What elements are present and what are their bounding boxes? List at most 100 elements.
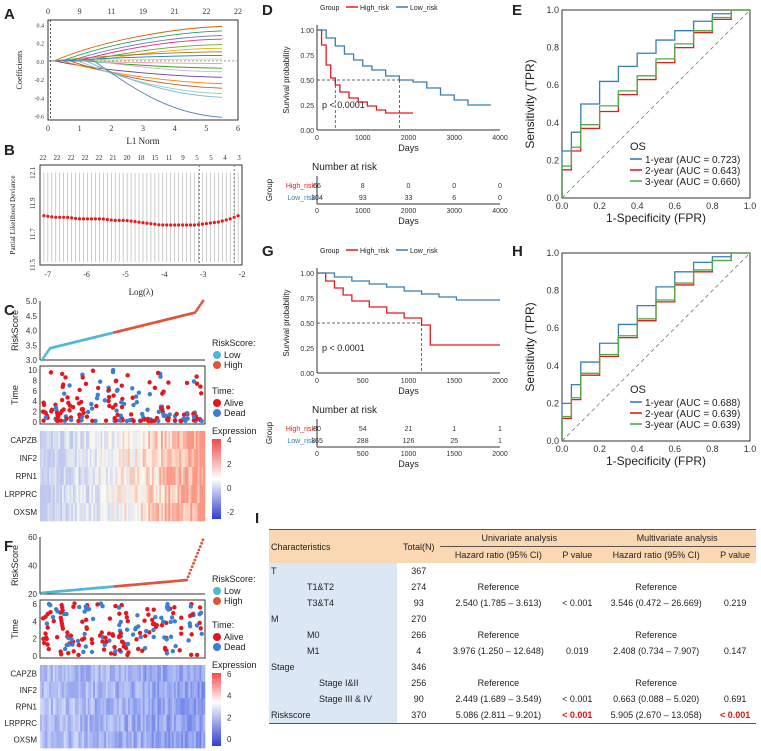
risk-count: 1 — [498, 426, 502, 433]
alive-point — [120, 396, 125, 402]
heatmap-cell — [73, 665, 76, 682]
heatmap-cell — [197, 467, 200, 486]
top-tick-label: 18 — [138, 154, 146, 162]
heatmap-cell — [109, 714, 112, 732]
table-row: M1 4 3.976 (1.250 – 12.648) 0.019 2.408 (0.7… — [269, 643, 756, 659]
cell-univariate-p — [556, 627, 598, 643]
heatmap-cell — [117, 665, 120, 682]
heatmap-cell — [87, 449, 90, 468]
heatmap-cell — [95, 431, 98, 450]
heatmap-cell — [100, 714, 103, 732]
heatmap-cell — [91, 698, 94, 716]
heatmap-cell — [69, 731, 72, 749]
cell-characteristic: M1 — [269, 643, 398, 659]
cell-multivariate-p: 0.147 — [723, 646, 747, 656]
riskscore-point — [186, 575, 190, 579]
heatmap-cell — [87, 485, 90, 504]
risk-x-label: Days — [398, 459, 419, 469]
dead-point — [136, 390, 142, 395]
alive-point — [104, 639, 109, 645]
dead-point — [62, 646, 68, 652]
heatmap-cell — [100, 681, 103, 699]
x-tick-label: 1.0 — [744, 201, 757, 211]
cell-characteristic: Stage III & IV — [269, 691, 398, 707]
alive-point — [77, 387, 82, 393]
heatmap-cell — [107, 698, 110, 716]
risk-count: 0 — [407, 183, 411, 190]
heatmap-cell — [133, 449, 136, 468]
heatmap-cell — [100, 431, 103, 450]
heatmap-cell — [201, 681, 204, 699]
heatmap-cell — [133, 503, 136, 522]
heatmap-cell — [80, 731, 83, 749]
alive-point — [150, 617, 155, 623]
legend-entry: 3-year (AUC = 0.639) — [645, 420, 740, 431]
heatmap-cell — [188, 714, 191, 732]
heatmap-cell — [162, 431, 165, 450]
legend-risk-title: RiskScore: — [212, 338, 256, 348]
risk-y-label: Group — [265, 178, 274, 201]
panel-letter-c: C — [4, 302, 15, 319]
dead-point — [118, 619, 124, 625]
heatmap-cell — [43, 449, 46, 468]
riskscore-point — [43, 354, 47, 358]
heatmap-cell — [56, 731, 59, 749]
heatmap-cell — [170, 714, 173, 732]
heatmap-cell — [168, 503, 171, 522]
dead-point — [117, 418, 122, 423]
heatmap-cell — [40, 503, 43, 522]
risk-x-label: Days — [398, 216, 419, 226]
cv-point — [161, 223, 165, 227]
cv-point — [192, 223, 197, 227]
heatmap-cell — [155, 731, 158, 749]
heatmap-cell — [129, 431, 132, 450]
heatmap-cell — [54, 714, 57, 732]
roc-plot-validation: 0.00.00.20.20.40.40.60.60.80.81.01.01-Sp… — [523, 248, 756, 468]
heatmap-cell — [135, 714, 138, 732]
dead-point — [165, 606, 170, 611]
heatmap-cell — [65, 449, 68, 468]
heatmap-cell — [74, 714, 77, 732]
heatmap-cell — [113, 681, 116, 699]
heatmap-cell — [126, 503, 129, 522]
heatmap-cell — [51, 698, 54, 716]
heatmap-cell — [109, 731, 112, 749]
heatmap-cell — [56, 714, 59, 732]
alive-point — [177, 648, 182, 653]
heatmap-cell — [175, 681, 178, 699]
heatmap-cell — [109, 431, 112, 450]
heatmap-cell — [153, 467, 156, 486]
heatmap-cell — [80, 467, 83, 486]
heatmap-cell — [51, 431, 54, 450]
heatmap-cell — [150, 431, 153, 450]
cell-multivariate-hr: Reference — [635, 630, 677, 640]
heatmap-cell — [54, 485, 57, 504]
x-tick-label: 0 — [46, 124, 50, 133]
heatmap-cell — [199, 698, 202, 716]
heatmap-cell — [115, 431, 118, 450]
header-multivariate: Multivariate analysis — [598, 529, 756, 547]
heatmap-cell — [98, 714, 101, 732]
alive-point — [107, 616, 113, 621]
heatmap-cell — [76, 681, 79, 699]
heatmap-cell — [47, 714, 50, 732]
heatmap-cell — [188, 503, 191, 522]
riskscore-point — [201, 299, 205, 303]
heatmap-cell — [41, 698, 44, 716]
heatmap-cell — [194, 698, 197, 716]
roc-curve-3-year — [561, 9, 750, 198]
dead-point — [172, 619, 178, 624]
heatmap-cell — [139, 714, 142, 732]
dead-point — [169, 615, 175, 620]
heatmap-cell — [150, 467, 153, 486]
time-tick: 4 — [33, 617, 38, 626]
cv-point — [70, 216, 74, 220]
heatmap-cell — [137, 503, 140, 522]
lasso-cv-chart: 22 22 22 22 22 21 20 18 15 11 9 5 5 4 3 -7 -6 -5 -4 -3 -2 1… — [9, 154, 245, 297]
heatmap-cell — [43, 665, 46, 682]
dead-point — [43, 415, 49, 420]
top-tick-label: 22 — [96, 154, 104, 162]
heatmap-cell — [122, 665, 125, 682]
heatmap-cell — [184, 681, 187, 699]
heatmap-cell — [63, 503, 66, 522]
